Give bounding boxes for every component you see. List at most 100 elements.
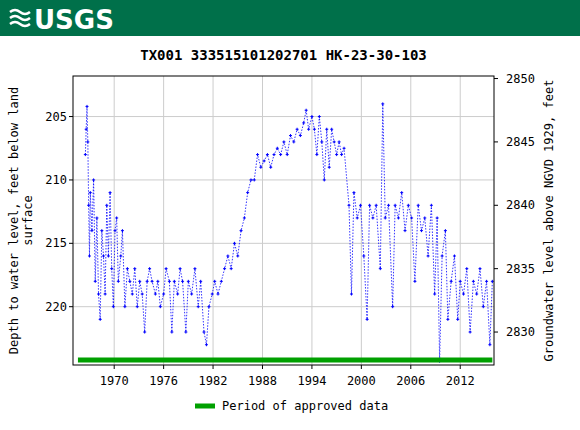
data-point: [343, 147, 346, 150]
data-point: [482, 305, 485, 308]
data-point: [368, 204, 371, 207]
data-point: [417, 204, 420, 207]
x-tick: [361, 365, 362, 369]
y2-tick: [494, 141, 498, 142]
data-point: [320, 140, 323, 143]
x-tick: [460, 365, 461, 369]
data-point: [99, 318, 102, 321]
data-point: [190, 293, 193, 296]
data-point: [328, 166, 331, 169]
data-point: [299, 134, 302, 137]
x-grid: [311, 76, 312, 365]
data-point: [143, 331, 146, 334]
data-point: [86, 105, 89, 108]
x-grid: [114, 76, 115, 365]
x-grid: [460, 76, 461, 365]
x-tick: [311, 365, 312, 369]
y2-tick: [494, 78, 498, 79]
data-point: [181, 280, 184, 283]
data-point: [307, 128, 310, 131]
data-point: [379, 267, 382, 270]
data-point: [114, 229, 117, 232]
data-point: [310, 115, 313, 118]
y2-tick-label: 2850: [506, 72, 535, 86]
data-point: [95, 216, 98, 219]
title: TX001 333515101202701 HK-23-30-103: [140, 47, 427, 63]
data-point: [256, 153, 259, 156]
data-point: [359, 204, 362, 207]
data-point: [197, 305, 200, 308]
x-grid: [410, 76, 411, 365]
data-point: [165, 267, 168, 270]
data-point: [89, 191, 92, 194]
data-point: [131, 293, 134, 296]
data-point: [170, 331, 173, 334]
data-point: [356, 216, 359, 219]
data-point: [347, 204, 350, 207]
data-point: [263, 159, 266, 162]
data-point: [465, 267, 468, 270]
data-point: [387, 204, 390, 207]
data-point: [199, 280, 202, 283]
data-point: [292, 140, 295, 143]
x-tick-label: 1994: [297, 374, 326, 388]
data-point: [410, 216, 413, 219]
data-point: [97, 293, 100, 296]
y2-tick-label: 2830: [506, 325, 535, 339]
data-point: [420, 229, 423, 232]
y-grid: [73, 306, 494, 307]
data-point: [168, 280, 171, 283]
data-point: [207, 305, 210, 308]
data-point: [110, 267, 113, 270]
x-tick: [163, 365, 164, 369]
data-point: [384, 216, 387, 219]
data-point: [394, 204, 397, 207]
data-point: [407, 204, 410, 207]
data-point: [282, 140, 285, 143]
data-point: [146, 280, 149, 283]
data-point: [330, 128, 333, 131]
data-point: [136, 305, 139, 308]
data-point: [154, 293, 157, 296]
data-point: [400, 191, 403, 194]
x-grid: [213, 76, 214, 365]
plot-data: [78, 102, 494, 362]
data-point: [313, 128, 316, 131]
data-point: [243, 216, 246, 219]
data-point: [318, 115, 321, 118]
x-tick-label: 2006: [396, 374, 425, 388]
data-point: [133, 267, 136, 270]
data-point: [276, 147, 279, 150]
y-tick-label: 215: [45, 236, 67, 250]
data-point: [240, 229, 243, 232]
data-point: [84, 153, 87, 156]
data-point: [109, 191, 112, 194]
data-point: [105, 204, 108, 207]
logo: USGS: [10, 5, 114, 35]
logo-wave: [10, 10, 30, 14]
data-point: [220, 280, 223, 283]
data-point: [444, 229, 447, 232]
data-point: [121, 229, 124, 232]
data-point: [302, 121, 305, 124]
data-point: [104, 293, 107, 296]
data-point: [176, 293, 179, 296]
data-point: [430, 204, 433, 207]
data-point: [86, 140, 89, 143]
data-point: [485, 280, 488, 283]
data-point: [246, 191, 249, 194]
x-tick-label: 2000: [347, 374, 376, 388]
data-point: [335, 153, 338, 156]
y-tick-label: 210: [45, 173, 67, 187]
legend: Period of approved data: [195, 399, 388, 413]
y-grid: [73, 179, 494, 180]
data-point: [148, 267, 151, 270]
data-point: [87, 204, 90, 207]
data-point: [112, 305, 115, 308]
x-tick-label: 1982: [199, 374, 228, 388]
data-point: [397, 216, 400, 219]
data-point: [459, 280, 462, 283]
data-point: [123, 305, 126, 308]
y2-tick-label: 2840: [506, 198, 535, 212]
x-tick-label: 1970: [100, 374, 129, 388]
